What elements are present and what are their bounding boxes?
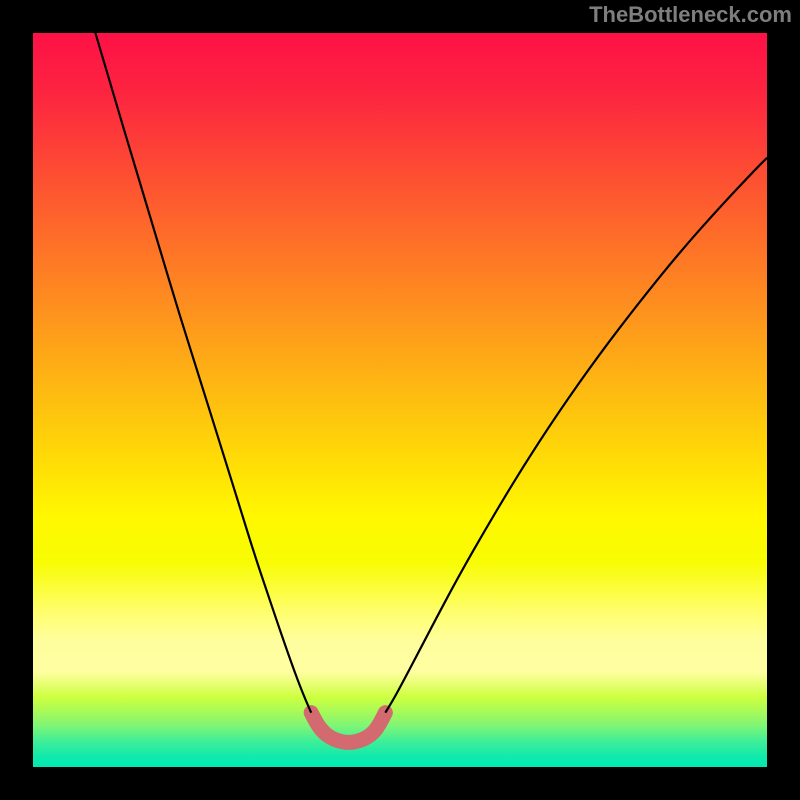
bottleneck-curves bbox=[33, 33, 767, 767]
trough-highlight bbox=[311, 713, 385, 743]
left-curve bbox=[95, 33, 311, 713]
plot-area bbox=[33, 33, 767, 767]
right-curve bbox=[385, 158, 767, 713]
watermark-text: TheBottleneck.com bbox=[589, 2, 792, 28]
